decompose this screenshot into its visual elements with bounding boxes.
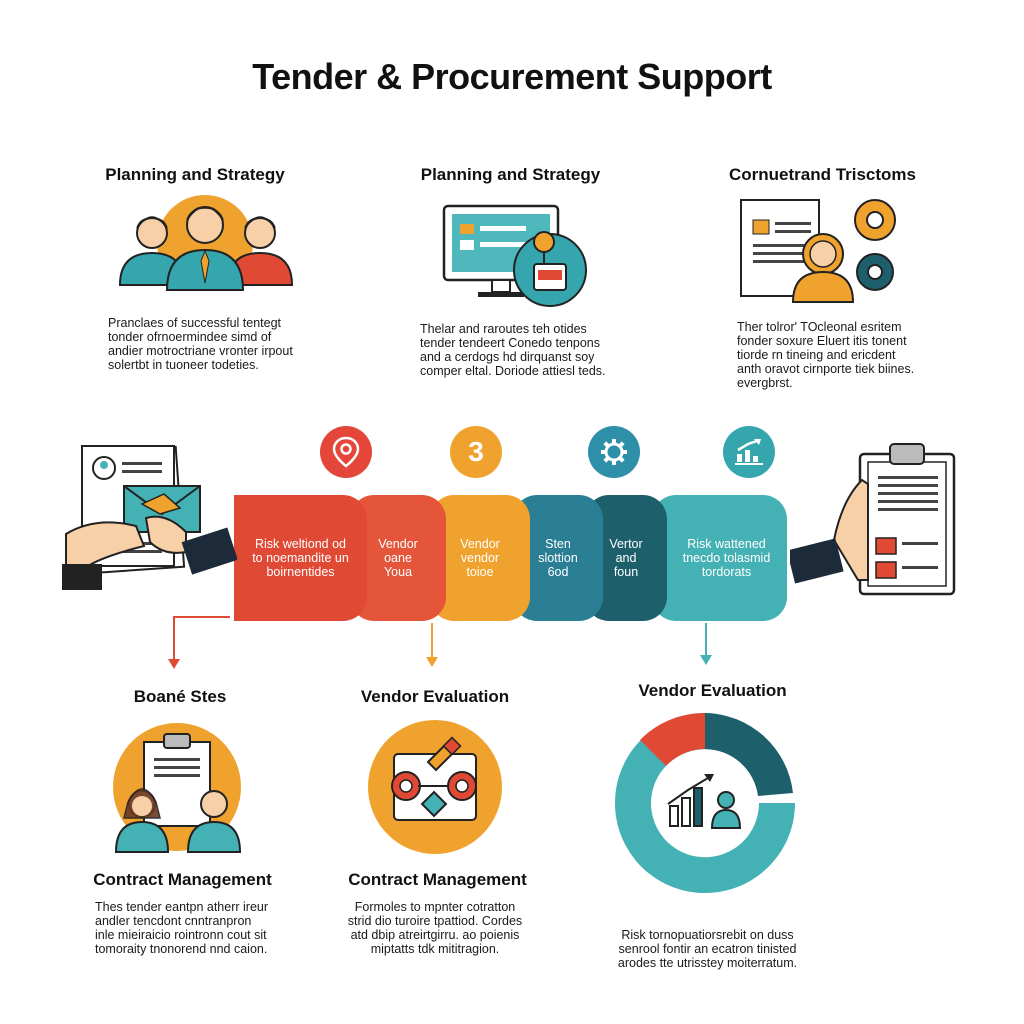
text-line: Thelar and raroutes teh otides xyxy=(420,322,587,336)
monitor-icon xyxy=(442,204,587,307)
text-line: fonder soxure Eluert itis tonent xyxy=(737,334,907,348)
text-line: Formoles to mpnter cotratton xyxy=(354,900,516,914)
text-line: Ther tolror' TOcleonal esritem xyxy=(737,320,902,334)
text-line: to noemandite un xyxy=(252,551,349,565)
text-line: toioe xyxy=(466,565,494,579)
donut-chart-icon xyxy=(615,712,795,894)
text-line: senrool fontir an ecatron tinisted xyxy=(618,942,797,956)
team-icon xyxy=(118,195,294,291)
text-line: miptatts tdk mititragion. xyxy=(370,942,500,956)
text-line: comper eltal. Doriode attiesl teds. xyxy=(420,364,606,378)
text-line: Thes tender eantpn atherr ireur xyxy=(95,900,269,914)
gear-badge xyxy=(588,426,640,478)
text-line: tender tendeert Conedo tenpons xyxy=(420,336,600,350)
text-line: andier motroctriane vronter irpout xyxy=(108,344,293,358)
timeline-step-6: Risk wattened tnecdo tolasmid tordorats xyxy=(652,495,787,621)
text-line: atd dbip atreirtgirru. ao poienis xyxy=(350,928,520,942)
text-line: and xyxy=(615,551,637,565)
text-line: Youa xyxy=(383,565,413,579)
text-line: vendor xyxy=(460,551,500,565)
step-number-badge: 3 xyxy=(450,426,502,478)
top-card-2-text: Thelar and raroutes teh otides tender te… xyxy=(420,322,606,378)
text-line: solertbt in tuoneer todeties. xyxy=(108,358,259,372)
text-line: Risk wattened xyxy=(687,537,766,551)
hand-documents-icon xyxy=(62,445,237,590)
bottom-card-1-subheading: Contract Management xyxy=(93,870,272,889)
text-line: Risk weltiond od xyxy=(254,537,346,551)
text-line: slottion xyxy=(538,551,578,565)
chart-arrow-icon xyxy=(735,438,763,465)
text-line: boirnentides xyxy=(266,565,335,579)
text-line: tomoraity tnonorend nnd caion. xyxy=(95,942,268,956)
text-line: Risk tornopuatiorsrebit on duss xyxy=(621,928,794,942)
text-line: Vertor xyxy=(609,537,643,551)
timeline-step-6-label: Risk wattened tnecdo tolasmid tordorats xyxy=(683,537,771,579)
text-line: tiorde rn tineing and ericdent xyxy=(737,348,896,362)
timeline-step-3: Vendor vendor toioe xyxy=(430,495,530,621)
location-pin-icon xyxy=(332,436,360,468)
bottom-card-2-heading: Vendor Evaluation xyxy=(360,687,510,706)
top-card-1-text: Pranclaes of successful tentegt tonder o… xyxy=(108,316,293,372)
text-line: andler tencdont cnntranpron xyxy=(95,914,252,928)
text-line: foun xyxy=(613,565,639,579)
text-line: Pranclaes of successful tentegt xyxy=(108,316,282,330)
timeline-step-5-label: Vertor and foun xyxy=(609,537,642,579)
text-line: evergbrst. xyxy=(737,376,793,390)
bottom-card-1-heading: Boané Stes xyxy=(133,687,227,706)
text-line: inle mieiraicio rointronn cout sit xyxy=(95,928,267,942)
bottom-card-2-text: Formoles to mpnter cotratton strid dio t… xyxy=(330,900,540,956)
text-line: arodes tte utrisstey moiterratum. xyxy=(617,956,798,970)
top-card-3-text: Ther tolror' TOcleonal esritem fonder so… xyxy=(737,320,914,390)
connector-arrows xyxy=(168,616,712,669)
text-line: and a cerdogs hd dirquanst soy xyxy=(420,350,595,364)
bottom-card-3-heading: Vendor Evaluation xyxy=(638,681,787,700)
text-line: Vendor xyxy=(460,537,500,551)
top-card-3-heading: Cornuetrand Trisctoms xyxy=(728,165,917,184)
bottom-card-3-text: Risk tornopuatiorsrebit on duss senrool … xyxy=(600,928,815,970)
timeline-step-3-label: Vendor vendor toioe xyxy=(460,537,500,579)
document-gears-icon xyxy=(740,199,896,303)
text-line: 6od xyxy=(547,565,569,579)
top-card-1-heading: Planning and Strategy xyxy=(105,165,285,184)
gear-icon xyxy=(601,439,627,465)
text-line: Sten xyxy=(545,537,571,551)
timeline-step-2-label: Vendor oane Youa xyxy=(378,537,418,579)
text-line: tordorats xyxy=(701,565,752,579)
bottom-card-2-subheading: Contract Management xyxy=(348,870,527,889)
page-title: Tender & Procurement Support xyxy=(252,56,772,97)
timeline-step-4-label: Sten slottion 6od xyxy=(538,537,578,579)
top-card-2-heading: Planning and Strategy xyxy=(420,165,601,184)
chart-arrow-badge xyxy=(723,426,775,478)
hand-clipboard-icon xyxy=(790,443,956,596)
location-pin-badge xyxy=(320,426,372,478)
text-line: oane xyxy=(384,551,412,565)
bottom-card-1-text: Thes tender eantpn atherr ireur andler t… xyxy=(95,900,268,956)
contract-team-icon xyxy=(113,723,242,853)
text-line: tnecdo tolasmid xyxy=(682,551,771,565)
text-line: Vendor xyxy=(378,537,418,551)
timeline-step-1: Risk weltiond od to noemandite un boirne… xyxy=(234,495,367,621)
text-line: anth oravot cirnporte tiek biines. xyxy=(737,362,915,376)
text-line: tonder ofrnoermindee simd of xyxy=(108,330,272,344)
step-number: 3 xyxy=(468,436,484,467)
text-line: strid dio turoire tpattiod. Cordes xyxy=(347,914,523,928)
evaluation-icon xyxy=(368,720,502,854)
timeline-step-1-label: Risk weltiond od to noemandite un boirne… xyxy=(252,537,349,579)
